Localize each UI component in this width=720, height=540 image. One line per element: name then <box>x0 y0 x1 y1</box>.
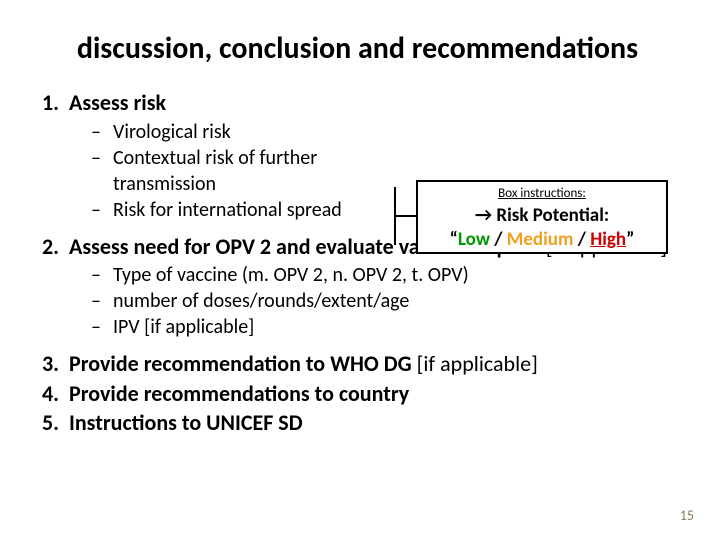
sub-text: IPV [if applicable] <box>113 314 680 340</box>
separator: / <box>490 228 507 251</box>
slide: discussion, conclusion and recommendatio… <box>0 0 720 540</box>
list-text: Provide recommendation to WHO DG <box>69 350 412 377</box>
callout-box: Box instructions: → Risk Potential: “Low… <box>416 180 668 254</box>
risk-low: Low <box>458 228 490 251</box>
list-number: 3. <box>35 350 69 378</box>
sub-item: – number of doses/rounds/extent/age <box>91 288 680 314</box>
dash-icon: – <box>91 288 113 314</box>
list-number: 2. <box>35 233 69 261</box>
sub-item: – IPV [if applicable] <box>91 314 680 340</box>
list-number: 4. <box>35 380 69 408</box>
list-body: Provide recommendations to country <box>69 380 680 408</box>
list-text: Instructions to UNICEF SD <box>69 409 303 436</box>
dash-icon: – <box>91 262 113 288</box>
sub-item: – Virological risk <box>91 119 680 145</box>
list-item-4: 4. Provide recommendations to country <box>35 380 680 408</box>
list-text: Provide recommendations to country <box>69 380 409 407</box>
dash-icon: – <box>91 145 113 197</box>
quote-open: “ <box>450 228 458 251</box>
sublist-2: – Type of vaccine (m. OPV 2, n. OPV 2, t… <box>91 262 680 340</box>
page-number: 15 <box>680 507 694 524</box>
separator: / <box>573 228 590 251</box>
sub-text: Virological risk <box>113 119 373 145</box>
sub-text: number of doses/rounds/extent/age <box>113 288 680 314</box>
risk-high: High <box>590 228 626 251</box>
list-number: 1. <box>35 89 69 117</box>
list-text: Assess risk <box>69 89 166 116</box>
risk-potential-label: → Risk Potential: <box>475 204 609 227</box>
list-item-5: 5. Instructions to UNICEF SD <box>35 409 680 437</box>
list-body: Assess risk <box>69 89 680 117</box>
list-item-1: 1. Assess risk <box>35 89 680 117</box>
dash-icon: – <box>91 197 113 223</box>
risk-values: “Low / Medium / High” <box>450 228 635 251</box>
slide-title: discussion, conclusion and recommendatio… <box>35 30 680 67</box>
if-applicable: [if applicable] <box>412 350 538 377</box>
dash-icon: – <box>91 119 113 145</box>
list-number: 5. <box>35 409 69 437</box>
sub-text: Type of vaccine (m. OPV 2, n. OPV 2, t. … <box>113 262 680 288</box>
dash-icon: – <box>91 314 113 340</box>
sub-item: – Type of vaccine (m. OPV 2, n. OPV 2, t… <box>91 262 680 288</box>
list-body: Instructions to UNICEF SD <box>69 409 680 437</box>
risk-medium: Medium <box>507 228 574 251</box>
list-body: Provide recommendation to WHO DG [if app… <box>69 350 680 378</box>
quote-close: ” <box>626 228 634 251</box>
box-instructions-label: Box instructions: <box>424 186 660 202</box>
list-item-3: 3. Provide recommendation to WHO DG [if … <box>35 350 680 378</box>
sub-text: Risk for international spread <box>113 197 373 223</box>
callout-connector <box>394 215 416 217</box>
sub-text: Contextual risk of further transmission <box>113 145 373 197</box>
